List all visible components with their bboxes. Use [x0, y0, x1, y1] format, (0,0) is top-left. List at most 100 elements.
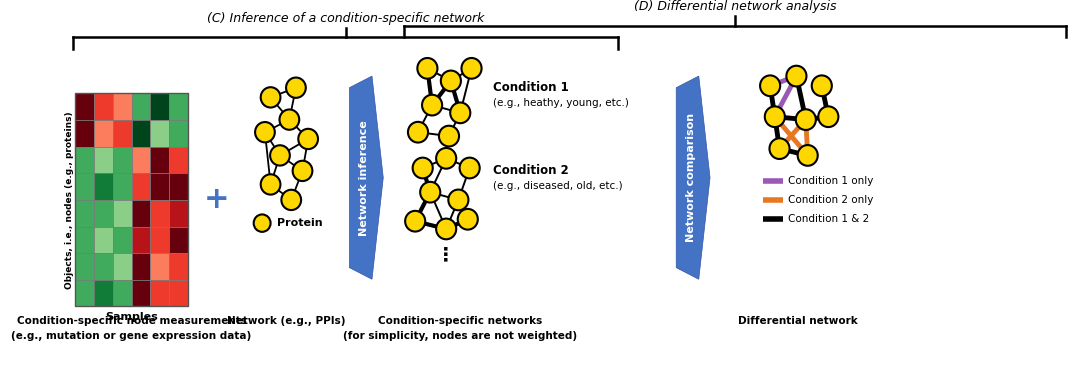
Circle shape: [769, 138, 789, 159]
Text: +: +: [203, 185, 229, 214]
Circle shape: [420, 182, 441, 203]
Circle shape: [405, 211, 426, 232]
Bar: [76, 280, 94, 306]
Circle shape: [450, 103, 470, 123]
Bar: [94, 280, 112, 306]
Bar: [170, 147, 188, 173]
Text: Condition 2: Condition 2: [494, 164, 569, 177]
Text: Network comparison: Network comparison: [686, 113, 697, 242]
Bar: [112, 120, 132, 147]
Bar: [112, 280, 132, 306]
Text: Network inference: Network inference: [360, 120, 369, 235]
Text: (e.g., mutation or gene expression data): (e.g., mutation or gene expression data): [12, 331, 252, 341]
Circle shape: [298, 129, 318, 149]
Bar: [76, 226, 94, 253]
Text: Differential network: Differential network: [739, 316, 859, 326]
Bar: [132, 120, 150, 147]
Circle shape: [812, 76, 832, 96]
Bar: [76, 253, 94, 280]
Bar: [132, 280, 150, 306]
Bar: [112, 147, 132, 173]
Bar: [132, 226, 150, 253]
Bar: [150, 147, 170, 173]
Bar: [112, 94, 132, 120]
Circle shape: [461, 58, 482, 79]
Bar: [112, 226, 132, 253]
Circle shape: [417, 58, 437, 79]
Text: Condition 1: Condition 1: [494, 81, 569, 94]
Circle shape: [760, 76, 780, 96]
Text: Protein: Protein: [278, 218, 323, 228]
Circle shape: [422, 95, 442, 115]
Text: Condition 1 & 2: Condition 1 & 2: [788, 214, 869, 224]
Circle shape: [254, 214, 271, 232]
Bar: [170, 120, 188, 147]
Bar: [170, 94, 188, 120]
Text: (D) Differential network analysis: (D) Differential network analysis: [634, 0, 836, 13]
Bar: [112, 253, 132, 280]
Circle shape: [819, 106, 838, 127]
Bar: [170, 173, 188, 200]
Circle shape: [798, 145, 818, 166]
Bar: [170, 280, 188, 306]
Bar: [76, 94, 188, 306]
Bar: [150, 120, 170, 147]
Circle shape: [260, 174, 281, 195]
Circle shape: [448, 190, 469, 210]
Bar: [94, 120, 112, 147]
Text: (for simplicity, nodes are not weighted): (for simplicity, nodes are not weighted): [343, 331, 578, 341]
Text: (e.g., heathy, young, etc.): (e.g., heathy, young, etc.): [494, 98, 629, 108]
Bar: [150, 173, 170, 200]
Bar: [76, 120, 94, 147]
Circle shape: [441, 71, 461, 91]
Bar: [150, 280, 170, 306]
Bar: [76, 147, 94, 173]
Circle shape: [282, 190, 301, 210]
Text: Condition 2 only: Condition 2 only: [788, 195, 874, 205]
Bar: [112, 200, 132, 226]
Circle shape: [280, 109, 299, 130]
Bar: [150, 200, 170, 226]
Bar: [132, 253, 150, 280]
Circle shape: [286, 77, 306, 98]
Circle shape: [413, 158, 433, 178]
Text: Samples: Samples: [105, 312, 158, 322]
Circle shape: [293, 161, 312, 181]
Bar: [94, 200, 112, 226]
Bar: [76, 94, 94, 120]
Bar: [94, 94, 112, 120]
Bar: [150, 226, 170, 253]
Bar: [132, 200, 150, 226]
Text: (C) Inference of a condition-specific network: (C) Inference of a condition-specific ne…: [207, 12, 485, 25]
Bar: [150, 253, 170, 280]
Bar: [76, 173, 94, 200]
Bar: [94, 147, 112, 173]
Text: Condition 1 only: Condition 1 only: [788, 176, 874, 186]
Circle shape: [260, 87, 281, 108]
Circle shape: [255, 122, 274, 143]
Text: ⋮: ⋮: [436, 246, 456, 265]
Circle shape: [460, 158, 480, 178]
Bar: [170, 226, 188, 253]
Bar: [170, 200, 188, 226]
Text: Network (e.g., PPIs): Network (e.g., PPIs): [227, 316, 346, 326]
Text: (e.g., diseased, old, etc.): (e.g., diseased, old, etc.): [494, 181, 623, 191]
Bar: [94, 253, 112, 280]
Circle shape: [436, 218, 456, 239]
Bar: [94, 226, 112, 253]
Bar: [150, 94, 170, 120]
Bar: [132, 94, 150, 120]
Circle shape: [765, 106, 785, 127]
Circle shape: [438, 126, 459, 146]
Polygon shape: [350, 76, 383, 279]
Circle shape: [270, 145, 289, 165]
Bar: [132, 147, 150, 173]
Bar: [94, 173, 112, 200]
Bar: [170, 253, 188, 280]
Text: Condition-specific node measurements: Condition-specific node measurements: [16, 316, 246, 326]
Circle shape: [408, 122, 428, 143]
Text: Condition-specific networks: Condition-specific networks: [378, 316, 542, 326]
Circle shape: [786, 66, 807, 86]
Bar: [76, 200, 94, 226]
Circle shape: [458, 209, 477, 230]
